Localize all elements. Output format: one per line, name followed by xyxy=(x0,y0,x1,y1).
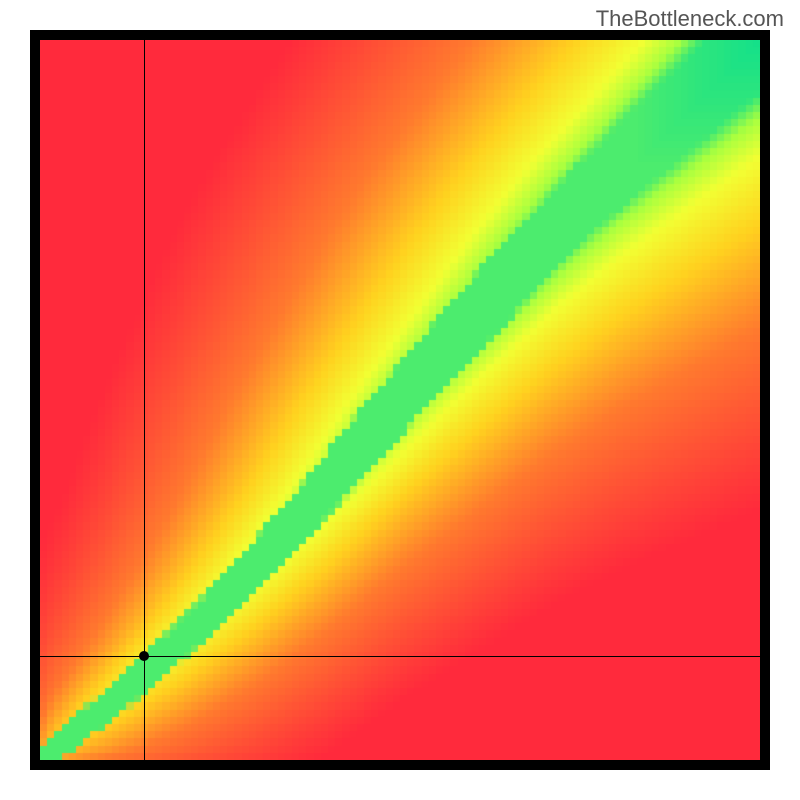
crosshair-marker xyxy=(139,651,149,661)
bottleneck-heatmap xyxy=(30,30,770,770)
site-watermark: TheBottleneck.com xyxy=(596,6,784,32)
